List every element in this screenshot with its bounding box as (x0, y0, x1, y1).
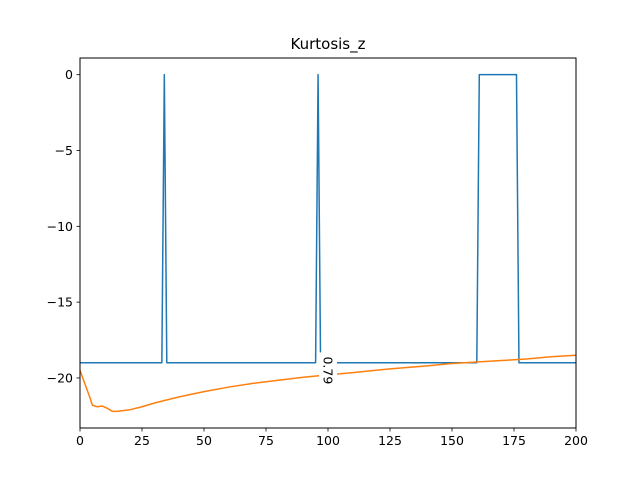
x-tick-label: 50 (196, 433, 212, 448)
plot-lines (79, 73, 577, 413)
x-tick-label: 125 (378, 433, 402, 448)
x-tick-label: 100 (316, 433, 340, 448)
annotation: 0.79 (319, 352, 337, 389)
x-tick-label: 0 (76, 433, 84, 448)
chart-title: Kurtosis_z (291, 35, 366, 54)
y-tick-label: −20 (47, 370, 73, 385)
x-tick-label: 200 (564, 433, 588, 448)
x-tick-label: 175 (502, 433, 526, 448)
y-tick-label: 0 (65, 67, 73, 82)
y-tick-label: −15 (47, 295, 73, 310)
x-tick-label: 25 (134, 433, 150, 448)
annotations: 0.79 (319, 352, 337, 389)
y-tick-label: −5 (55, 143, 73, 158)
x-tick-label: 75 (258, 433, 274, 448)
series-line-2 (79, 354, 577, 413)
y-axis: 0 −5 −10 −15 −20 (47, 67, 80, 385)
annotation-label: 0.79 (321, 356, 336, 384)
series-line-1 (80, 73, 576, 364)
x-axis: 0 25 50 75 100 125 150 175 200 (76, 428, 588, 448)
y-tick-label: −10 (47, 219, 73, 234)
x-tick-label: 150 (440, 433, 464, 448)
annotation-box (319, 352, 337, 389)
